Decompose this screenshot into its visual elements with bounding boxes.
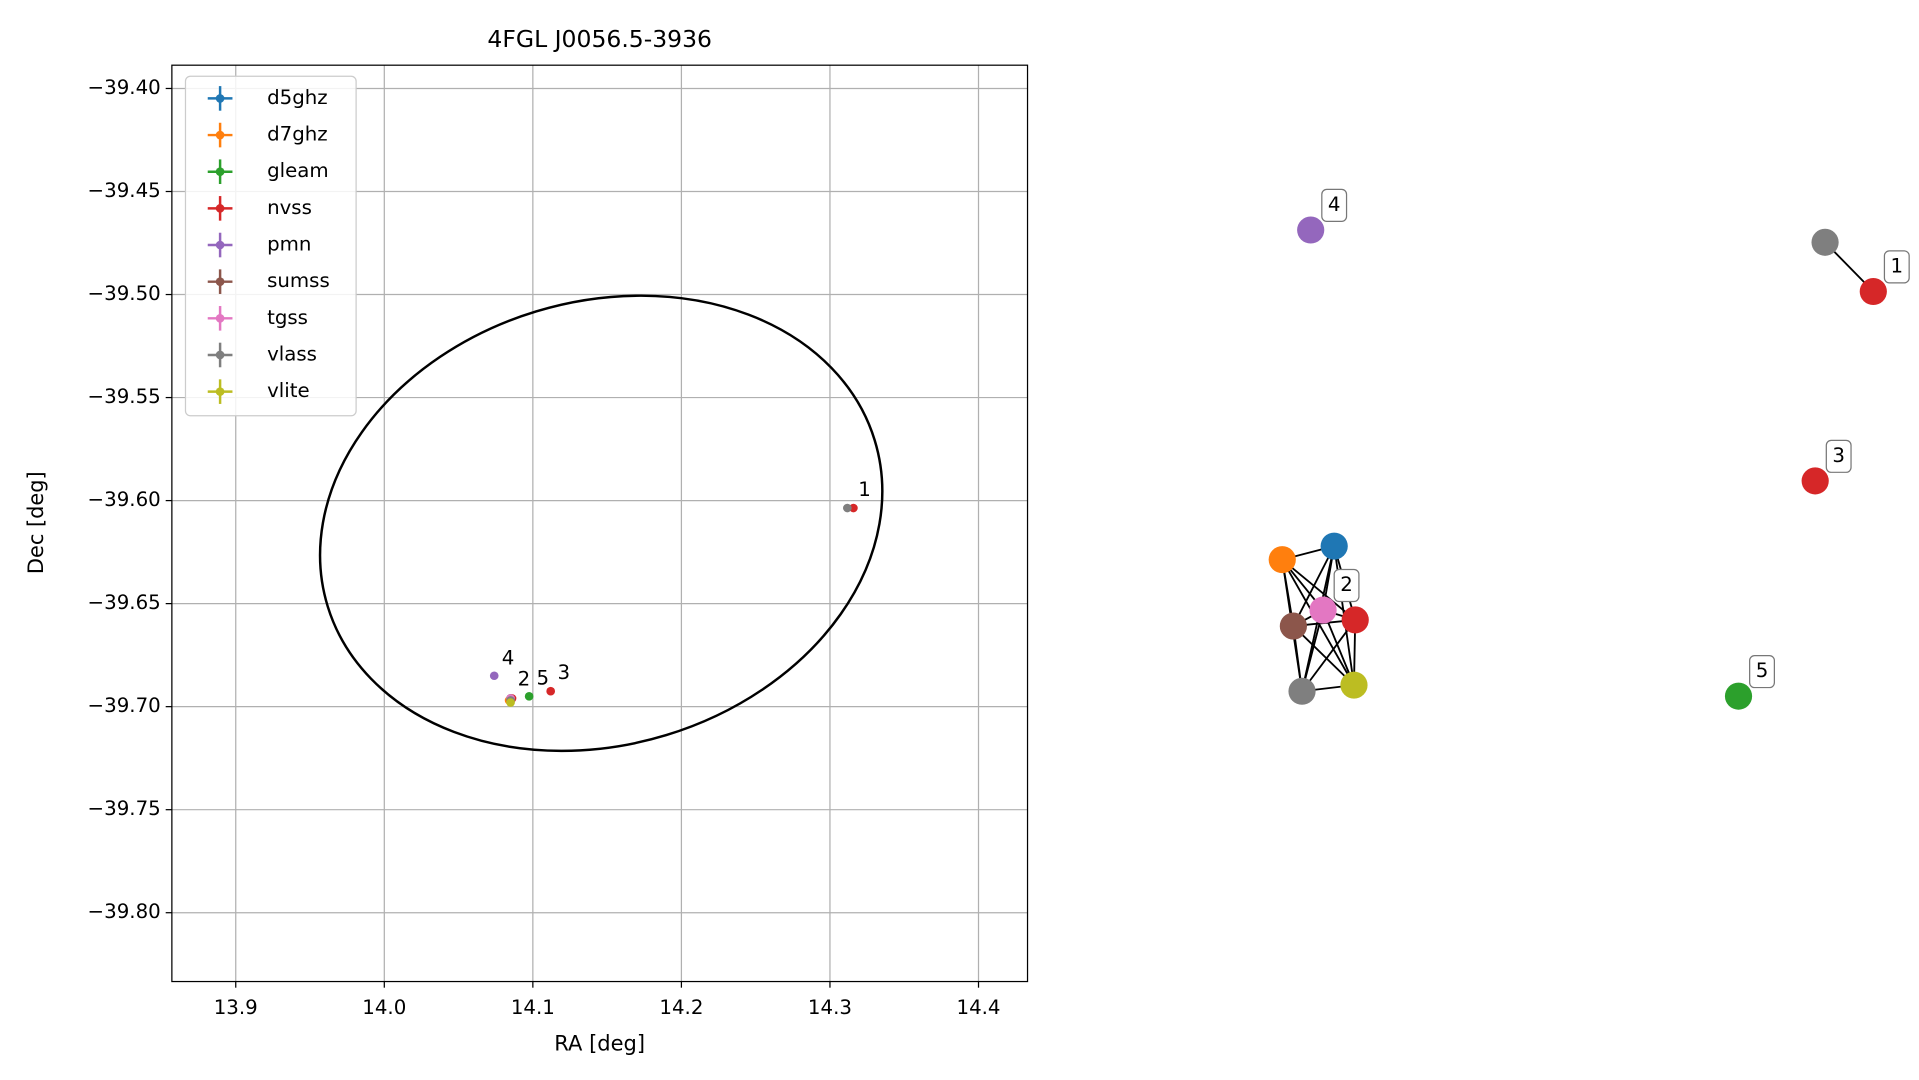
graph-node (1320, 532, 1348, 560)
graph-node (1268, 546, 1296, 574)
plot-frame (171, 64, 1029, 983)
point-annotation: 3 (557, 661, 570, 684)
graph-node (1309, 596, 1337, 624)
point (843, 503, 852, 513)
graph-node (1801, 467, 1829, 495)
node-label-box (1883, 250, 1910, 284)
y-tick-label: −39.70 (88, 694, 161, 717)
graph-node (1341, 606, 1369, 634)
graph-edge (1301, 619, 1356, 692)
legend-marker (215, 350, 225, 360)
node-label-box (1321, 188, 1348, 223)
legend-label: sumss (267, 269, 330, 292)
x-tick-label: 14.3 (808, 996, 852, 1019)
error-ellipse (318, 294, 884, 753)
legend-marker (215, 130, 225, 140)
y-tick-label: −39.80 (88, 900, 161, 923)
y-tick-label: −39.75 (88, 797, 161, 820)
x-axis-label: RA [deg] (554, 1031, 645, 1055)
y-tick-label: −39.40 (88, 76, 161, 99)
graph-node (1288, 677, 1316, 705)
point-annotation: 4 (502, 647, 515, 670)
node-label: 4 (1328, 193, 1341, 216)
point (546, 686, 556, 696)
graph-node (1279, 612, 1307, 640)
legend-marker (215, 204, 225, 213)
figure-content: 4FGL J0056.5-3936 RA [deg] Dec [deg] 13.… (24, 25, 1910, 1055)
point (506, 698, 515, 707)
graph-node (1340, 671, 1368, 699)
y-tick-label: −39.65 (88, 591, 161, 614)
legend-label: gleam (267, 159, 329, 182)
point-annotation: 2 (518, 667, 531, 690)
legend-marker (215, 94, 225, 103)
x-tick-label: 13.9 (214, 996, 258, 1019)
y-tick-label: −39.55 (88, 385, 161, 408)
point (489, 671, 499, 681)
node-label: 5 (1756, 659, 1769, 682)
legend-marker (215, 314, 225, 323)
node-label-box (1749, 654, 1775, 689)
graph-edge (1281, 558, 1356, 621)
point (524, 692, 534, 701)
legend-marker (215, 240, 225, 250)
legend-marker (215, 387, 225, 396)
x-tick-label: 14.4 (956, 996, 1000, 1019)
legend-marker (215, 167, 225, 177)
graph-edge (1292, 625, 1355, 686)
graph-node (1859, 277, 1887, 306)
x-tick-label: 14.0 (362, 996, 406, 1019)
legend-box (184, 75, 357, 417)
point-annotation: 5 (537, 667, 550, 690)
y-tick-label: −39.60 (88, 488, 161, 511)
legend-label: vlite (267, 379, 310, 402)
chart-title: 4FGL J0056.5-3936 (487, 25, 712, 53)
legend-marker (215, 277, 225, 286)
y-axis-label: Dec [deg] (24, 471, 48, 574)
legend-label: d5ghz (267, 86, 328, 109)
node-label: 2 (1340, 573, 1353, 596)
legend-label: d7ghz (267, 123, 328, 146)
node-label-box (1825, 439, 1852, 473)
legend-label: pmn (267, 233, 311, 256)
x-tick-label: 14.1 (511, 996, 555, 1019)
x-tick-label: 14.2 (659, 996, 703, 1019)
node-label-box (1333, 568, 1360, 603)
legend-label: nvss (267, 196, 312, 219)
node-label: 3 (1832, 444, 1845, 467)
graph-node (1297, 216, 1325, 244)
node-label: 1 (1891, 254, 1904, 277)
y-tick-label: −39.45 (88, 179, 161, 202)
y-tick-label: −39.50 (88, 282, 161, 305)
point-annotation: 1 (858, 478, 871, 501)
legend-label: tgss (267, 306, 308, 329)
point (849, 503, 858, 513)
legend-label: vlass (267, 343, 317, 366)
graph-node (1811, 228, 1839, 256)
graph-node (1724, 682, 1753, 710)
